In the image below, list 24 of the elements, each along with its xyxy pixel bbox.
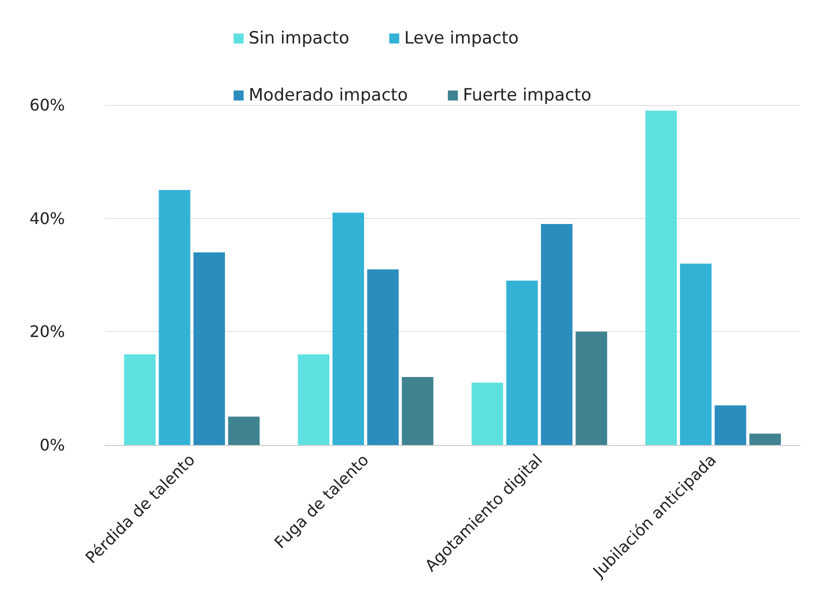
legend-label: Moderado impacto xyxy=(248,86,408,106)
bar xyxy=(402,377,434,445)
bar xyxy=(506,280,538,445)
y-tick-label: 40% xyxy=(29,208,65,228)
y-tick-label: 20% xyxy=(29,322,65,342)
bar xyxy=(472,382,504,445)
legend-label: Fuerte impacto xyxy=(462,86,592,106)
bar xyxy=(645,110,677,445)
bar xyxy=(158,190,190,445)
bar xyxy=(124,354,156,445)
bar xyxy=(749,434,781,445)
bar xyxy=(298,354,330,445)
y-tick-label: 60% xyxy=(29,96,65,114)
legend-label: Leve impacto xyxy=(404,28,519,48)
bar xyxy=(540,224,572,445)
bar xyxy=(680,264,712,445)
bar xyxy=(367,269,399,445)
y-tick-label: 0% xyxy=(40,436,65,454)
bar xyxy=(576,332,608,445)
bar xyxy=(332,212,364,445)
bar xyxy=(228,416,260,445)
bar xyxy=(193,252,225,445)
legend-label: Sin impacto xyxy=(248,28,350,48)
bar xyxy=(714,405,746,445)
